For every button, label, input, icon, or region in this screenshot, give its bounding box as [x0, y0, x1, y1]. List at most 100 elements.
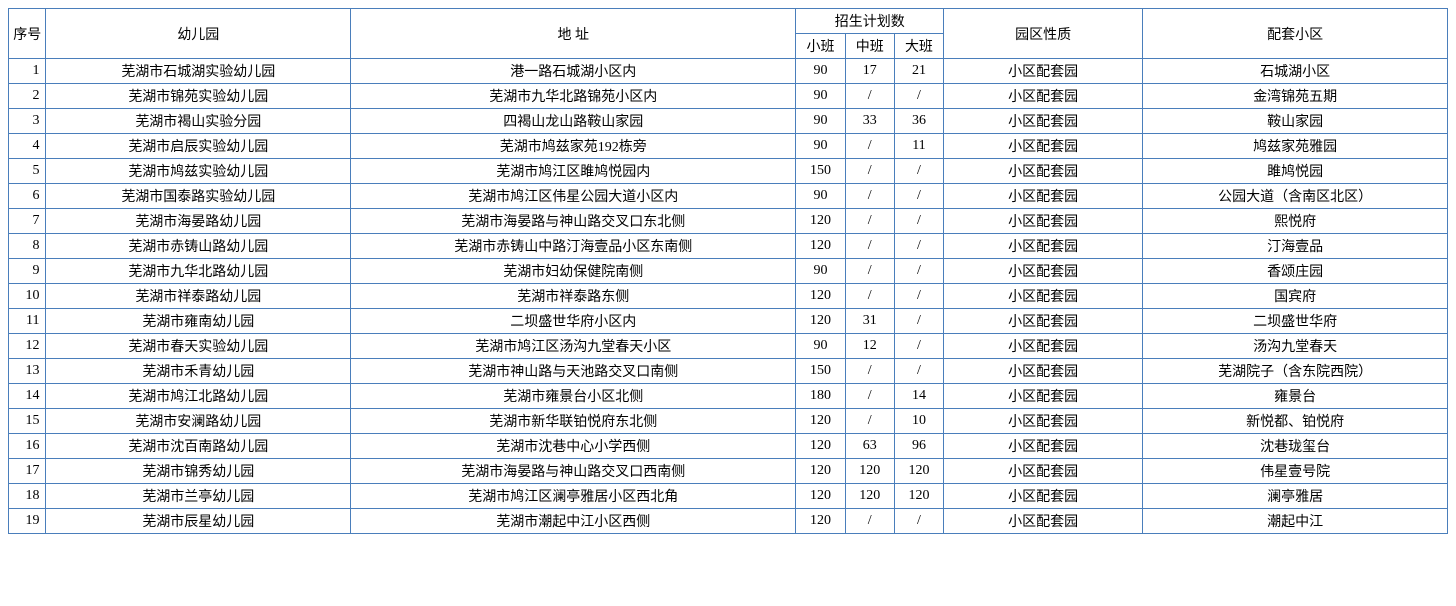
cell-type: 小区配套园	[944, 509, 1143, 534]
cell-plan-big: 21	[894, 59, 943, 84]
cell-area: 国宾府	[1143, 284, 1448, 309]
cell-type: 小区配套园	[944, 134, 1143, 159]
cell-type: 小区配套园	[944, 209, 1143, 234]
cell-plan-mid: 12	[845, 334, 894, 359]
cell-plan-big: /	[894, 159, 943, 184]
cell-index: 4	[9, 134, 46, 159]
cell-area: 潮起中江	[1143, 509, 1448, 534]
cell-plan-small: 120	[796, 434, 845, 459]
cell-type: 小区配套园	[944, 234, 1143, 259]
cell-index: 8	[9, 234, 46, 259]
cell-area: 鞍山家园	[1143, 109, 1448, 134]
col-header-index: 序号	[9, 9, 46, 59]
cell-name: 芜湖市鸠江北路幼儿园	[46, 384, 351, 409]
cell-index: 1	[9, 59, 46, 84]
cell-address: 二坝盛世华府小区内	[351, 309, 796, 334]
cell-plan-big: 10	[894, 409, 943, 434]
table-row: 15芜湖市安澜路幼儿园芜湖市新华联铂悦府东北侧120/10小区配套园新悦都、铂悦…	[9, 409, 1448, 434]
cell-plan-small: 120	[796, 509, 845, 534]
cell-index: 11	[9, 309, 46, 334]
cell-plan-small: 90	[796, 334, 845, 359]
cell-address: 芜湖市鸠江区澜亭雅居小区西北角	[351, 484, 796, 509]
cell-plan-big: /	[894, 334, 943, 359]
cell-type: 小区配套园	[944, 309, 1143, 334]
cell-plan-mid: /	[845, 284, 894, 309]
table-row: 17芜湖市锦秀幼儿园芜湖市海晏路与神山路交叉口西南侧120120120小区配套园…	[9, 459, 1448, 484]
cell-plan-small: 120	[796, 284, 845, 309]
cell-plan-mid: /	[845, 409, 894, 434]
cell-area: 澜亭雅居	[1143, 484, 1448, 509]
cell-plan-small: 120	[796, 459, 845, 484]
cell-area: 二坝盛世华府	[1143, 309, 1448, 334]
cell-plan-small: 180	[796, 384, 845, 409]
cell-plan-small: 120	[796, 484, 845, 509]
cell-name: 芜湖市鸠兹实验幼儿园	[46, 159, 351, 184]
cell-area: 新悦都、铂悦府	[1143, 409, 1448, 434]
cell-plan-small: 90	[796, 109, 845, 134]
col-header-name: 幼儿园	[46, 9, 351, 59]
col-header-plan-big: 大班	[894, 34, 943, 59]
table-body: 1芜湖市石城湖实验幼儿园港一路石城湖小区内901721小区配套园石城湖小区2芜湖…	[9, 59, 1448, 534]
cell-plan-big: 11	[894, 134, 943, 159]
cell-index: 17	[9, 459, 46, 484]
cell-plan-mid: /	[845, 134, 894, 159]
cell-plan-mid: /	[845, 159, 894, 184]
cell-area: 鸠兹家苑雅园	[1143, 134, 1448, 159]
cell-address: 芜湖市鸠江区伟星公园大道小区内	[351, 184, 796, 209]
table-row: 11芜湖市雍南幼儿园二坝盛世华府小区内12031/小区配套园二坝盛世华府	[9, 309, 1448, 334]
cell-plan-small: 150	[796, 359, 845, 384]
cell-type: 小区配套园	[944, 409, 1143, 434]
cell-name: 芜湖市沈百南路幼儿园	[46, 434, 351, 459]
cell-plan-mid: /	[845, 234, 894, 259]
col-header-area: 配套小区	[1143, 9, 1448, 59]
cell-plan-mid: /	[845, 259, 894, 284]
cell-type: 小区配套园	[944, 384, 1143, 409]
cell-plan-big: 120	[894, 459, 943, 484]
cell-area: 香颂庄园	[1143, 259, 1448, 284]
col-header-plan-small: 小班	[796, 34, 845, 59]
cell-index: 5	[9, 159, 46, 184]
cell-plan-small: 90	[796, 84, 845, 109]
cell-area: 雎鸠悦园	[1143, 159, 1448, 184]
cell-type: 小区配套园	[944, 184, 1143, 209]
cell-name: 芜湖市禾青幼儿园	[46, 359, 351, 384]
cell-plan-big: /	[894, 184, 943, 209]
cell-type: 小区配套园	[944, 484, 1143, 509]
cell-name: 芜湖市褐山实验分园	[46, 109, 351, 134]
cell-type: 小区配套园	[944, 159, 1143, 184]
table-row: 1芜湖市石城湖实验幼儿园港一路石城湖小区内901721小区配套园石城湖小区	[9, 59, 1448, 84]
col-header-type: 园区性质	[944, 9, 1143, 59]
cell-index: 14	[9, 384, 46, 409]
cell-type: 小区配套园	[944, 84, 1143, 109]
cell-plan-mid: /	[845, 359, 894, 384]
cell-plan-small: 120	[796, 209, 845, 234]
table-row: 8芜湖市赤铸山路幼儿园芜湖市赤铸山中路汀海壹品小区东南侧120//小区配套园汀海…	[9, 234, 1448, 259]
cell-plan-small: 150	[796, 159, 845, 184]
cell-plan-big: /	[894, 309, 943, 334]
cell-index: 10	[9, 284, 46, 309]
cell-name: 芜湖市石城湖实验幼儿园	[46, 59, 351, 84]
cell-name: 芜湖市国泰路实验幼儿园	[46, 184, 351, 209]
cell-plan-big: /	[894, 234, 943, 259]
cell-address: 芜湖市雍景台小区北侧	[351, 384, 796, 409]
cell-name: 芜湖市海晏路幼儿园	[46, 209, 351, 234]
cell-index: 19	[9, 509, 46, 534]
cell-index: 9	[9, 259, 46, 284]
cell-name: 芜湖市赤铸山路幼儿园	[46, 234, 351, 259]
cell-type: 小区配套园	[944, 109, 1143, 134]
cell-area: 石城湖小区	[1143, 59, 1448, 84]
cell-area: 沈巷珑玺台	[1143, 434, 1448, 459]
cell-name: 芜湖市雍南幼儿园	[46, 309, 351, 334]
cell-area: 汤沟九堂春天	[1143, 334, 1448, 359]
cell-index: 16	[9, 434, 46, 459]
cell-index: 12	[9, 334, 46, 359]
cell-plan-mid: 17	[845, 59, 894, 84]
cell-type: 小区配套园	[944, 434, 1143, 459]
cell-type: 小区配套园	[944, 459, 1143, 484]
kindergarten-enrollment-table: 序号 幼儿园 地 址 招生计划数 园区性质 配套小区 小班 中班 大班 1芜湖市…	[8, 8, 1448, 534]
cell-address: 四褐山龙山路鞍山家园	[351, 109, 796, 134]
cell-name: 芜湖市祥泰路幼儿园	[46, 284, 351, 309]
cell-plan-big: /	[894, 84, 943, 109]
cell-index: 7	[9, 209, 46, 234]
cell-address: 港一路石城湖小区内	[351, 59, 796, 84]
